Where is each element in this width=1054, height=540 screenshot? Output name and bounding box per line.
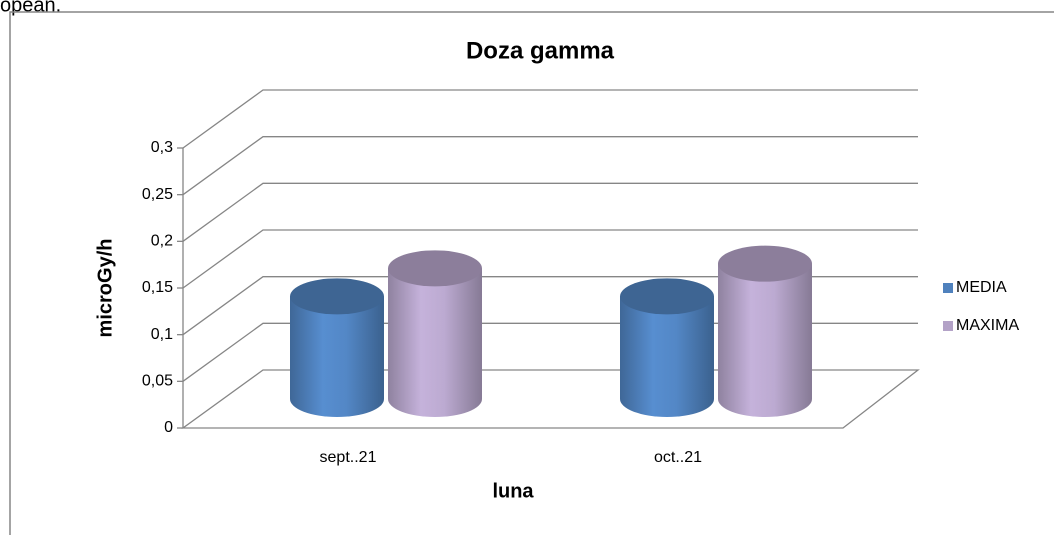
bar <box>718 245 812 417</box>
bar-top <box>388 250 482 287</box>
y-tick-label: 0,3 <box>151 139 173 156</box>
grid-line <box>182 182 918 242</box>
grid-line <box>182 276 918 336</box>
bar <box>620 278 714 417</box>
grid-line <box>182 136 918 196</box>
grid-line <box>182 89 918 149</box>
y-tick-label: 0,25 <box>142 186 173 203</box>
legend-label: MEDIA <box>956 279 1007 296</box>
y-tick-label: 0,1 <box>151 326 173 343</box>
bar <box>290 278 384 417</box>
bar-top <box>290 278 384 315</box>
chart-title: Doza gamma <box>466 37 615 64</box>
chart-frame <box>9 11 1054 540</box>
bar-body <box>388 268 482 417</box>
y-tick-label: 0,2 <box>151 233 173 250</box>
x-tick-label: sept..21 <box>320 449 377 466</box>
x-tick-label: oct..21 <box>654 449 702 466</box>
x-axis-label: luna <box>492 480 534 502</box>
y-tick-label: 0,05 <box>142 373 173 390</box>
legend-label: MAXIMA <box>956 317 1019 334</box>
legend-swatch <box>943 283 953 293</box>
grid-line <box>182 229 918 289</box>
bar-top <box>620 278 714 315</box>
y-axis-label: microGy/h <box>94 239 116 338</box>
bar-body <box>718 263 812 417</box>
page-fragment: opean. <box>0 0 61 16</box>
floor <box>180 369 920 429</box>
legend-swatch <box>943 321 953 331</box>
bar-body <box>290 296 384 417</box>
y-tick-label: 0,15 <box>142 279 173 296</box>
bar-top <box>718 245 812 282</box>
bar-body <box>620 296 714 417</box>
bar <box>388 250 482 417</box>
y-tick-label: 0 <box>164 419 173 436</box>
